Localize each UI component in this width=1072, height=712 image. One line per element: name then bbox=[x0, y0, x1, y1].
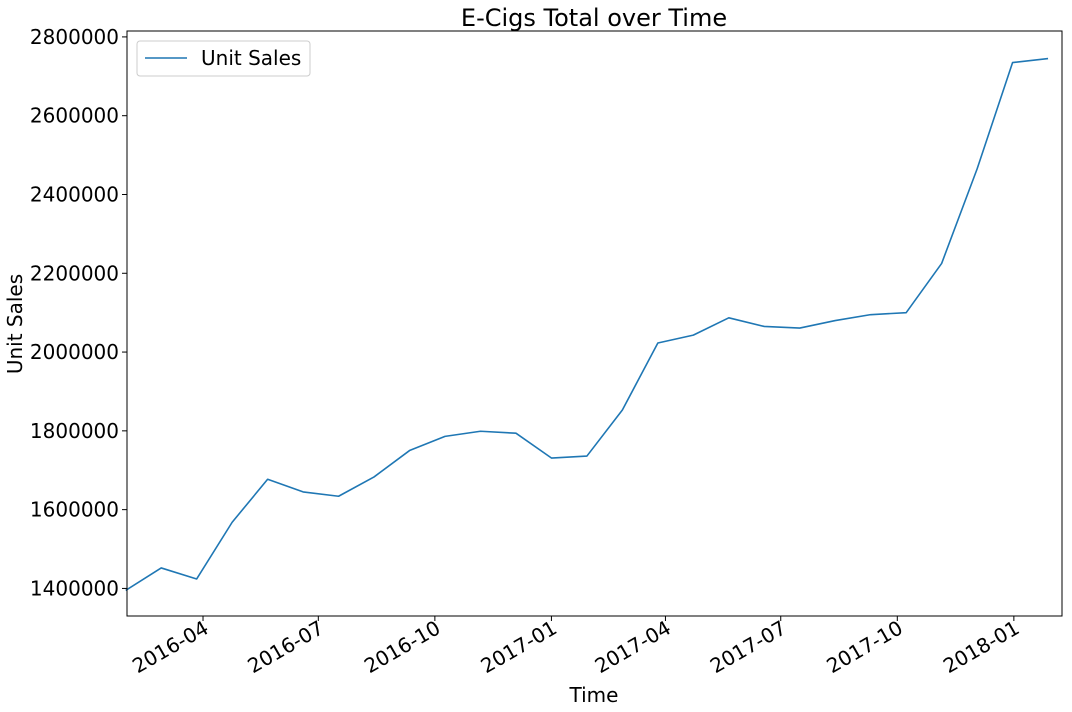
chart-title: E-Cigs Total over Time bbox=[461, 4, 727, 32]
y-tick-label: 1600000 bbox=[30, 498, 119, 522]
y-tick-label: 2000000 bbox=[30, 340, 119, 364]
series-line-unit-sales bbox=[125, 57, 1049, 592]
x-tick-label: 2016-07 bbox=[243, 616, 327, 679]
x-tick-label: 2017-04 bbox=[591, 616, 675, 679]
legend-label-unit-sales: Unit Sales bbox=[201, 46, 301, 70]
y-tick-label: 2800000 bbox=[30, 25, 119, 49]
axes: 1400000 1600000 1800000 2000000 2200000 24000… bbox=[30, 25, 1063, 679]
y-tick-label: 2200000 bbox=[30, 261, 119, 285]
x-tick-label: 2017-07 bbox=[706, 616, 790, 679]
x-tick-label: 2016-10 bbox=[360, 616, 444, 679]
legend: Unit Sales bbox=[136, 40, 311, 77]
x-tick-label: 2017-10 bbox=[822, 616, 906, 679]
y-tick-label: 2400000 bbox=[30, 182, 119, 206]
x-tick-label: 2016-04 bbox=[128, 616, 212, 679]
y-axis-title: Unit Sales bbox=[3, 274, 27, 374]
x-tick-label: 2018-01 bbox=[939, 616, 1023, 679]
axes-frame bbox=[126, 30, 1063, 617]
x-tick-label: 2017-01 bbox=[477, 616, 561, 679]
legend-box bbox=[136, 40, 311, 77]
y-tick-label: 1400000 bbox=[30, 576, 119, 600]
plot-area bbox=[125, 57, 1049, 592]
x-axis-title: Time bbox=[569, 683, 619, 707]
y-tick-label: 2600000 bbox=[30, 104, 119, 128]
y-tick-label: 1800000 bbox=[30, 419, 119, 443]
